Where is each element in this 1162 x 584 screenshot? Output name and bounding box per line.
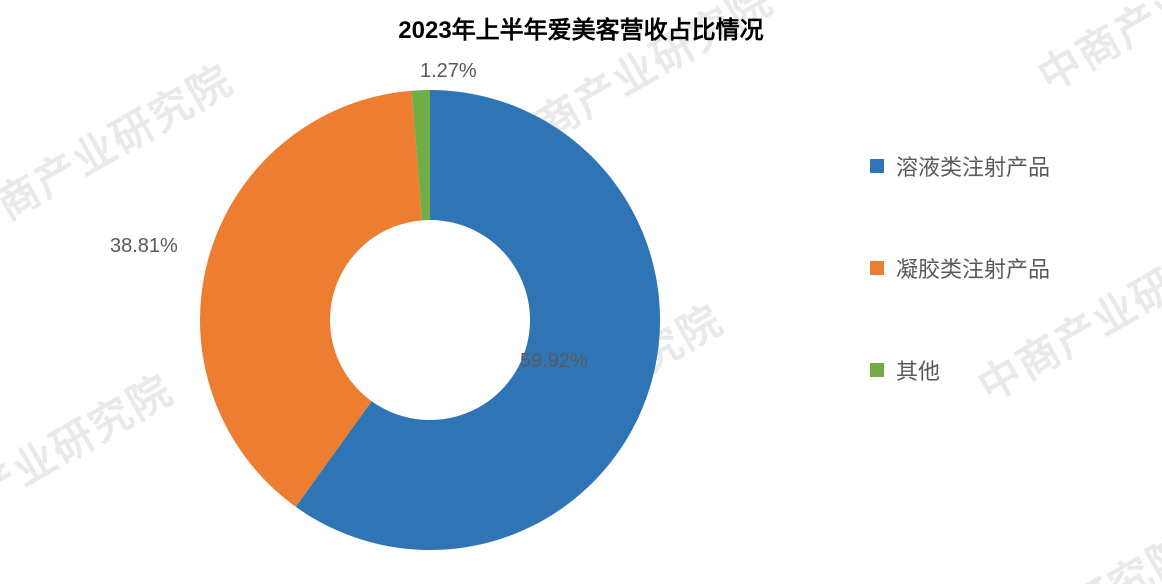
slice-value-label: 59.92% (520, 350, 588, 373)
watermark-text: 中商产业研究院 (0, 357, 183, 564)
donut-svg (200, 90, 660, 550)
legend-swatch (870, 363, 884, 377)
legend-swatch (870, 159, 884, 173)
slice-value-label: 1.27% (420, 60, 477, 83)
slice-value-label: 38.81% (110, 235, 178, 258)
donut-chart: 中商产业研究院中商产业研究院中商产业研究院中商产业研究院中商产业研究院中商产业研… (0, 0, 1162, 584)
legend-swatch (870, 261, 884, 275)
chart-title: 2023年上半年爱美客营收占比情况 (0, 10, 1162, 45)
legend-item: 凝胶类注射产品 (870, 252, 1050, 284)
legend-label: 凝胶类注射产品 (896, 252, 1050, 284)
legend-label: 溶液类注射产品 (896, 150, 1050, 182)
legend-label: 其他 (896, 354, 940, 386)
legend-item: 溶液类注射产品 (870, 150, 1050, 182)
donut-wrap (200, 90, 660, 555)
legend-item: 其他 (870, 354, 1050, 386)
legend: 溶液类注射产品凝胶类注射产品其他 (870, 150, 1050, 456)
watermark-text: 中商产业研究院 (905, 517, 1162, 584)
